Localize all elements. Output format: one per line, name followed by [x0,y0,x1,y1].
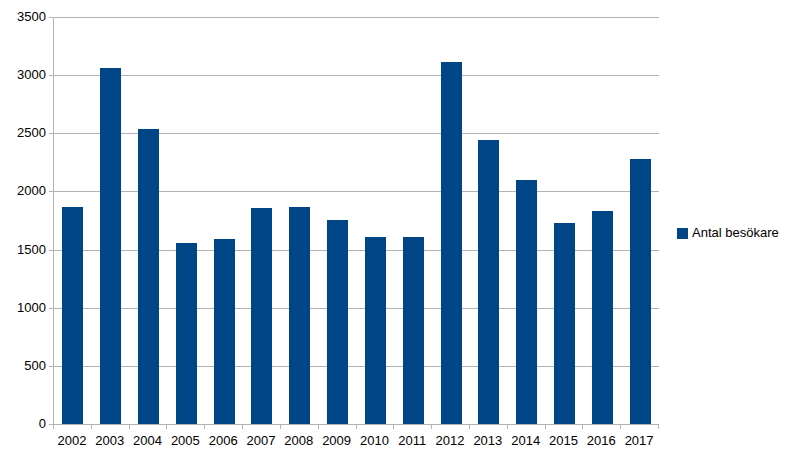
y-axis-label: 3500 [4,10,46,24]
plot-area [53,17,659,425]
y-axis-tick [49,250,53,251]
x-axis-label: 2015 [544,434,582,448]
x-axis-label: 2013 [469,434,507,448]
bar-2009 [327,220,348,424]
legend: Antal besökare [677,226,779,240]
x-axis-tick [129,425,130,429]
bar-2010 [365,237,386,424]
x-axis-label: 2006 [204,434,242,448]
x-axis-label: 2012 [431,434,469,448]
x-axis-label: 2002 [53,434,91,448]
bar-2014 [516,180,537,424]
bar-chart: 0500100015002000250030003500 20022003200… [0,0,788,459]
x-axis-tick [242,425,243,429]
bar-2011 [403,237,424,424]
x-axis-tick [280,425,281,429]
legend-label: Antal besökare [692,226,779,240]
x-axis-tick [166,425,167,429]
bar-2007 [251,208,272,424]
bar-2006 [214,239,235,424]
bar-2005 [176,243,197,424]
bar-2013 [478,140,499,424]
gridline [54,17,659,18]
x-axis-label: 2008 [280,434,318,448]
x-axis-tick [393,425,394,429]
x-axis-label: 2010 [355,434,393,448]
bar-2003 [100,68,121,424]
y-axis-tick [49,191,53,192]
y-axis-label: 3000 [4,68,46,82]
x-axis-tick [545,425,546,429]
x-axis-tick [356,425,357,429]
x-axis-label: 2005 [166,434,204,448]
x-axis-tick [620,425,621,429]
x-axis-label: 2016 [582,434,620,448]
x-axis-tick [658,425,659,429]
y-axis-label: 0 [4,417,46,431]
x-axis-tick [582,425,583,429]
y-axis-label: 2500 [4,126,46,140]
x-axis-label: 2009 [318,434,356,448]
y-axis-tick [49,75,53,76]
x-axis-tick [204,425,205,429]
x-axis-tick [431,425,432,429]
x-axis-tick [507,425,508,429]
bar-2004 [138,129,159,424]
bar-2015 [554,223,575,424]
x-axis-tick [53,425,54,429]
bar-2017 [630,159,651,424]
y-axis-label: 1500 [4,243,46,257]
x-axis-label: 2004 [129,434,167,448]
y-axis-tick [49,133,53,134]
bar-2002 [62,207,83,424]
y-axis-label: 1000 [4,301,46,315]
y-axis-label: 2000 [4,184,46,198]
x-axis-tick [318,425,319,429]
y-axis-tick [49,308,53,309]
y-axis-tick [49,366,53,367]
bar-2016 [592,211,613,424]
x-axis-tick [91,425,92,429]
x-axis-label: 2011 [393,434,431,448]
bar-2012 [441,62,462,424]
x-axis-label: 2017 [620,434,658,448]
x-axis-label: 2003 [91,434,129,448]
bar-2008 [289,207,310,424]
x-axis-label: 2014 [507,434,545,448]
gridline [54,75,659,76]
y-axis-tick [49,17,53,18]
y-axis-label: 500 [4,359,46,373]
legend-color-swatch [677,228,688,239]
x-axis-label: 2007 [242,434,280,448]
x-axis-tick [469,425,470,429]
